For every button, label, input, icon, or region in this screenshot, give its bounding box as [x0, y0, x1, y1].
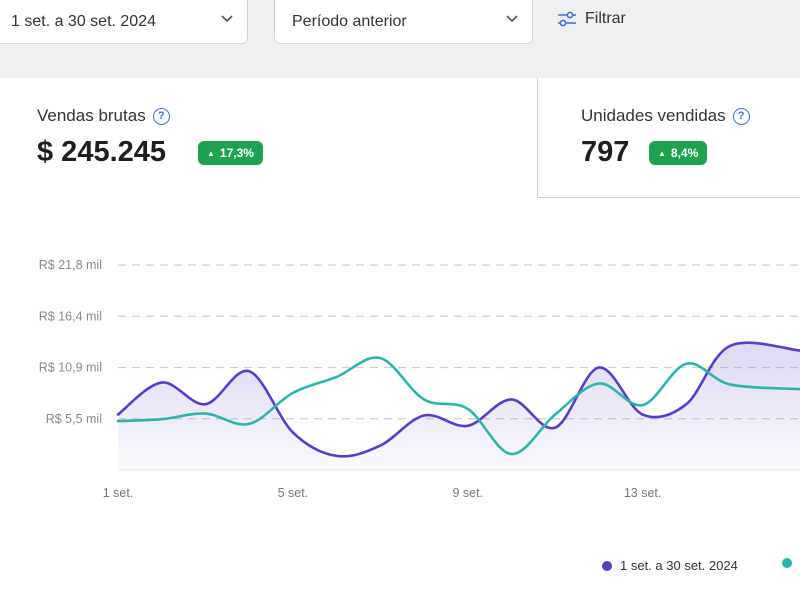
- series-line-previous: [116, 356, 800, 456]
- legend-item-previous: [782, 558, 792, 568]
- kpi-title-text: Unidades vendidas: [581, 106, 726, 125]
- y-tick-label: R$ 21,8 mil: [39, 258, 102, 272]
- y-tick-label: R$ 5,5 mil: [46, 412, 102, 426]
- filter-label: Filtrar: [585, 10, 626, 27]
- triangle-up-icon: ▲: [658, 148, 666, 158]
- delta-badge: ▲ 17,3%: [198, 141, 263, 165]
- series-area-current: [118, 342, 800, 470]
- kpi-card-units-sold[interactable]: Unidades vendidas ? 797 ▲ 8,4%: [537, 78, 800, 198]
- sliders-icon: [558, 11, 576, 27]
- legend-swatch-previous: [782, 558, 792, 568]
- date-range-select[interactable]: 1 set. a 30 set. 2024: [0, 0, 248, 44]
- date-range-value: 1 set. a 30 set. 2024: [11, 13, 156, 30]
- legend-label-current: 1 set. a 30 set. 2024: [620, 558, 738, 573]
- kpi-title: Unidades vendidas ?: [581, 106, 750, 126]
- triangle-up-icon: ▲: [207, 148, 215, 158]
- delta-value: 8,4%: [670, 146, 699, 160]
- kpi-title-text: Vendas brutas: [37, 106, 146, 125]
- x-tick-label: 9 set.: [452, 486, 483, 500]
- comparison-period-value: Período anterior: [292, 13, 407, 30]
- question-circle-icon[interactable]: ?: [732, 107, 750, 125]
- question-circle-icon[interactable]: ?: [152, 107, 170, 125]
- y-tick-label: R$ 16,4 mil: [39, 309, 102, 323]
- x-tick-label: 1 set.: [103, 486, 134, 500]
- sales-line-chart: R$ 5,5 mil R$ 10,9 mil R$ 16,4 mil R$ 21,8 …: [39, 258, 800, 500]
- x-tick-label: 13 set.: [624, 486, 662, 500]
- chart-legend: 1 set. a 30 set. 2024: [602, 558, 738, 573]
- legend-swatch-current: [602, 560, 612, 571]
- comparison-period-select[interactable]: Período anterior: [274, 0, 533, 44]
- kpi-title: Vendas brutas ?: [37, 106, 170, 126]
- series-line-current: [116, 341, 800, 458]
- delta-badge: ▲ 8,4%: [649, 141, 708, 165]
- filter-button[interactable]: Filtrar: [557, 10, 626, 28]
- delta-value: 17,3%: [219, 146, 254, 160]
- y-tick-label: R$ 10,9 mil: [39, 361, 102, 375]
- kpi-value: 797: [581, 136, 630, 168]
- chevron-down-icon: [221, 15, 233, 23]
- chevron-down-icon: [506, 15, 518, 23]
- kpi-value: $ 245.245: [37, 136, 167, 168]
- kpi-card-gross-sales[interactable]: Vendas brutas ? $ 245.245 ▲ 17,3%: [0, 78, 538, 196]
- x-tick-label: 5 set.: [278, 486, 309, 500]
